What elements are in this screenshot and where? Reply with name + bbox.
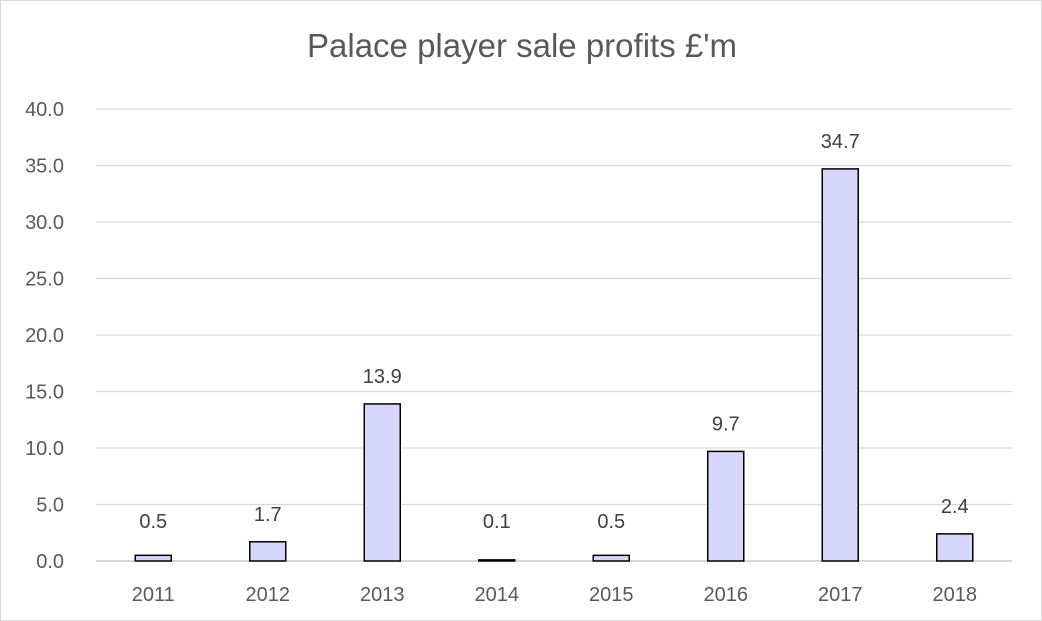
- data-label: 0.1: [483, 511, 511, 533]
- y-tick-label: 10.0: [25, 438, 64, 460]
- data-label: 34.7: [821, 131, 860, 153]
- data-label: 0.5: [597, 511, 625, 533]
- bar: [478, 559, 516, 562]
- x-tick-label: 2015: [589, 584, 634, 606]
- x-tick-label: 2013: [360, 584, 405, 606]
- x-tick-label: 2018: [933, 584, 978, 606]
- x-tick-label: 2016: [704, 584, 749, 606]
- y-tick-label: 40.0: [25, 99, 64, 121]
- y-tick-label: 5.0: [36, 495, 64, 517]
- y-tick-label: 0.0: [36, 551, 64, 573]
- bar: [821, 168, 859, 562]
- x-tick-label: 2014: [475, 584, 520, 606]
- y-tick-label: 20.0: [25, 325, 64, 347]
- bar: [936, 533, 974, 562]
- bar: [249, 541, 287, 562]
- x-tick-label: 2012: [246, 584, 291, 606]
- bar: [134, 554, 172, 562]
- data-label: 9.7: [712, 413, 740, 435]
- data-label: 13.9: [363, 366, 402, 388]
- chart-title: Palace player sale profits £'m: [307, 27, 737, 64]
- data-label: 0.5: [139, 511, 167, 533]
- bar: [707, 450, 745, 562]
- bar: [592, 554, 630, 562]
- y-tick-label: 35.0: [25, 156, 64, 178]
- data-label: 2.4: [941, 496, 969, 518]
- x-tick-label: 2011: [132, 584, 175, 606]
- bar: [363, 403, 401, 562]
- x-tick-label: 2017: [818, 584, 863, 606]
- y-tick-label: 30.0: [25, 212, 64, 234]
- y-tick-label: 25.0: [25, 269, 64, 291]
- y-tick-label: 15.0: [25, 382, 64, 404]
- data-label: 1.7: [254, 504, 282, 526]
